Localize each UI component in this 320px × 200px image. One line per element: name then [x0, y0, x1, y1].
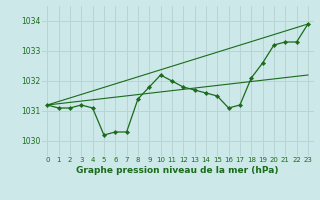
X-axis label: Graphe pression niveau de la mer (hPa): Graphe pression niveau de la mer (hPa)	[76, 166, 279, 175]
